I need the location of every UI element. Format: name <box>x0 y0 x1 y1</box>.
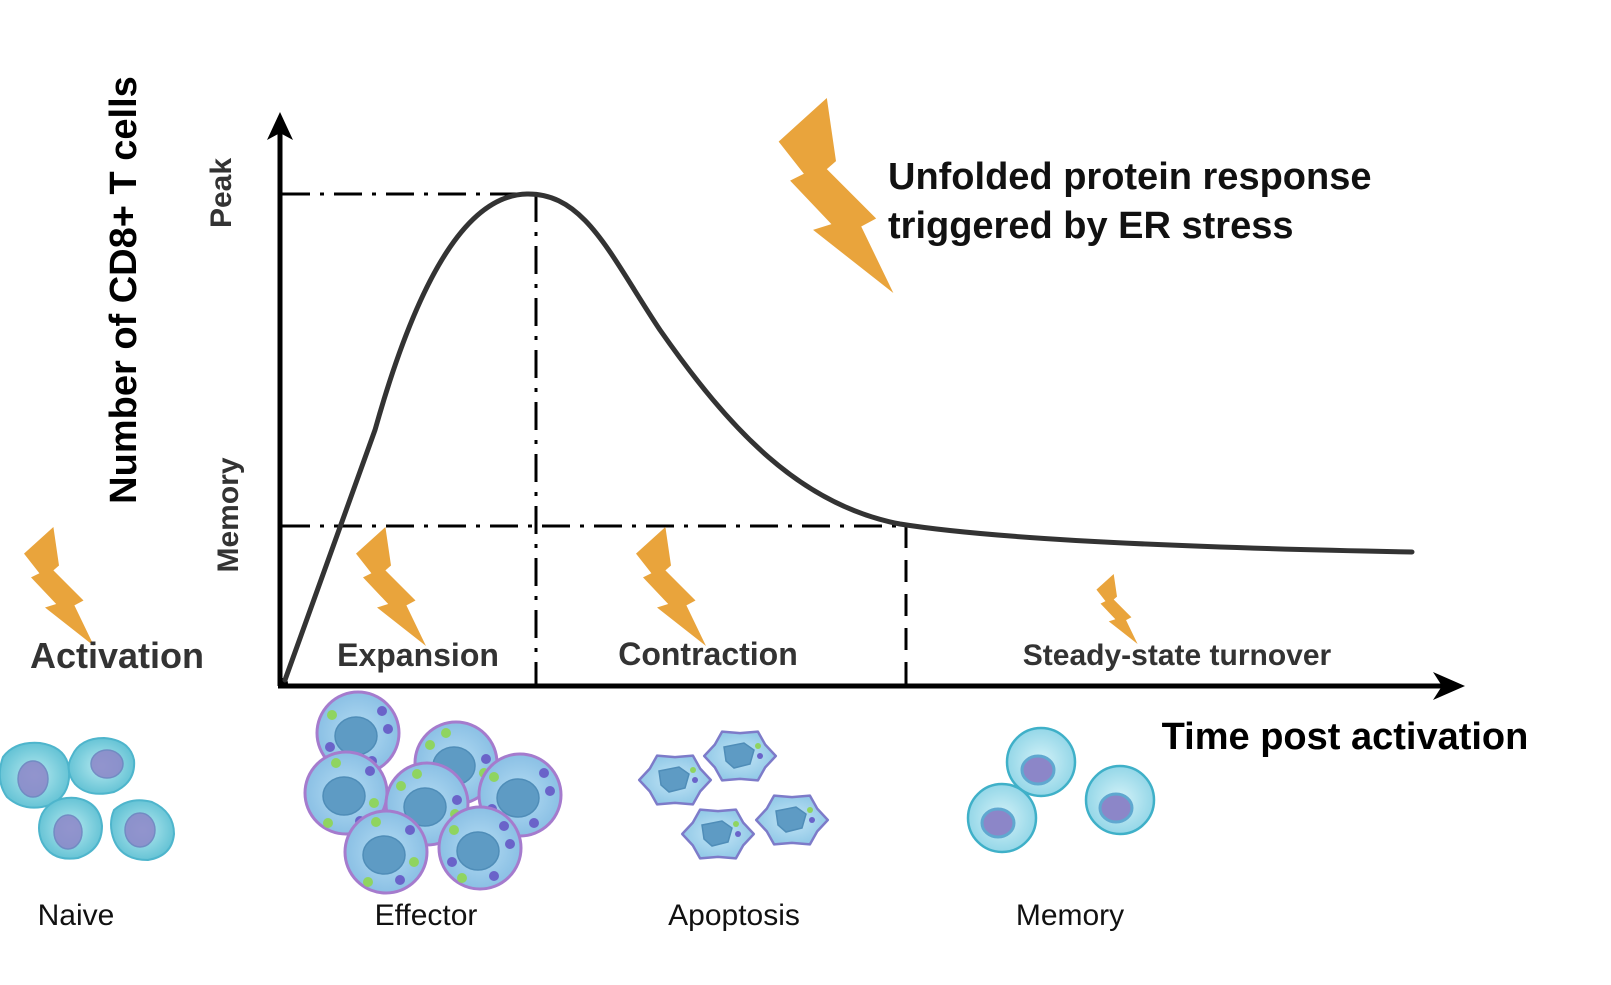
apoptotic-cell-icon <box>680 808 756 860</box>
contraction-lightning-icon <box>636 527 706 646</box>
naive-cell-icon <box>110 799 176 862</box>
memory-cell-group <box>966 726 1156 854</box>
apoptotic-cell-icon <box>702 730 778 782</box>
expansion-lightning-icon <box>356 527 426 646</box>
memory-cell-icon <box>966 782 1038 854</box>
y-axis-arrow <box>267 112 293 140</box>
naive-cell-icon <box>38 796 104 860</box>
naive-cell-icon <box>67 736 136 795</box>
memory-cell-icon <box>1084 764 1156 836</box>
guide-lines <box>282 192 908 684</box>
axes <box>267 112 1465 700</box>
cell-label-naive: Naive <box>38 899 115 932</box>
effector-cell-icon <box>437 805 523 891</box>
phase-expansion: Expansion <box>337 637 499 673</box>
x-axis-arrow <box>1433 672 1465 700</box>
x-axis-label: Time post activation <box>1162 716 1529 758</box>
cell-label-apoptosis: Apoptosis <box>668 899 800 932</box>
phase-activation: Activation <box>30 635 204 676</box>
er-stress-lightning-icon <box>778 98 894 293</box>
steady-state-lightning-icon <box>1096 574 1138 644</box>
cell-label-memory: Memory <box>1016 899 1124 932</box>
naive-cell-group <box>0 736 176 862</box>
t-cell-response-curve <box>282 191 1415 683</box>
phase-steady-state: Steady-state turnover <box>1023 639 1332 672</box>
memory-cell-icon <box>1005 726 1077 798</box>
y-axis-label: Number of CD8+ T cells <box>103 76 145 504</box>
apoptotic-cell-group <box>637 730 830 860</box>
effector-cell-group <box>303 690 563 895</box>
annotation-line-1: Unfolded protein response <box>888 156 1371 198</box>
naive-cell-icon <box>0 741 71 809</box>
y-tick-peak: Peak <box>205 158 238 228</box>
phase-contraction: Contraction <box>618 636 798 672</box>
effector-cell-icon <box>343 809 429 895</box>
cell-label-effector: Effector <box>375 899 478 932</box>
activation-lightning-icon <box>24 527 94 646</box>
y-tick-memory: Memory <box>212 457 245 572</box>
annotation-line-2: triggered by ER stress <box>888 205 1293 247</box>
apoptotic-cell-icon <box>754 794 830 846</box>
apoptotic-cell-icon <box>637 754 713 806</box>
effector-cell-icon <box>303 750 389 836</box>
